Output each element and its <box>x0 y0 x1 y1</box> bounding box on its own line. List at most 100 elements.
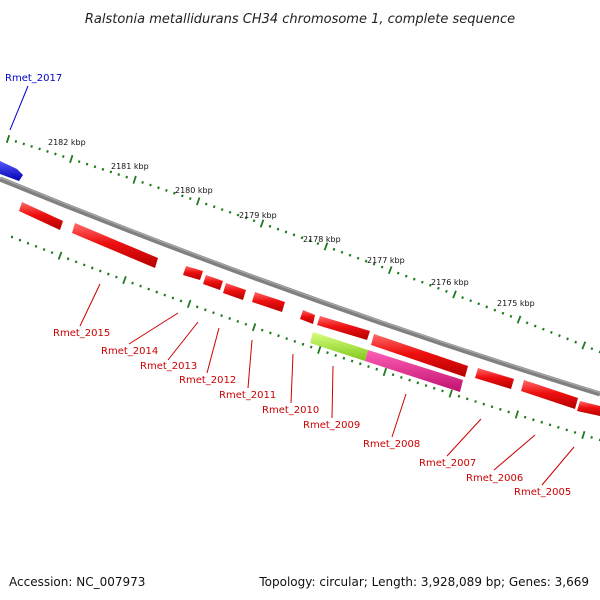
inner-scale-tick-12 <box>106 272 110 276</box>
outer-scale-tick-24 <box>196 197 201 206</box>
outer-scale-ticks <box>5 134 600 354</box>
callout-line-rmet-2010 <box>290 353 294 404</box>
inner-scale-tick-64 <box>532 418 535 422</box>
outer-scale-tick-61 <box>493 308 497 312</box>
inner-scale-tick-52 <box>432 386 436 390</box>
outer-scale-tick-27 <box>220 208 224 211</box>
gene-label-rmet-2005[interactable]: Rmet_2005 <box>514 487 571 498</box>
inner-scale-tick-65 <box>540 420 544 424</box>
inner-scale-tick-30 <box>251 323 257 332</box>
inner-scale-tick-38 <box>317 345 322 354</box>
inner-scale-tick-17 <box>147 287 151 291</box>
gene-label-rmet-2009[interactable]: Rmet_2009 <box>303 420 360 431</box>
gene-rmet-2009-feature[interactable] <box>300 310 315 324</box>
gene-label-rmet-2007[interactable]: Rmet_2007 <box>419 458 476 469</box>
outer-scale-tick-11 <box>93 165 97 169</box>
gene-rmet-2011-feature[interactable] <box>223 283 246 300</box>
gene-label-rmet-2008[interactable]: Rmet_2008 <box>363 439 420 450</box>
inner-scale-tick-67 <box>557 425 560 429</box>
gene-rmet-2014-feature[interactable] <box>72 223 158 268</box>
inner-scale-tick-60 <box>499 407 502 411</box>
outer-scale-tick-41 <box>332 247 336 251</box>
scale-label-2179: 2179 kbp <box>239 211 277 220</box>
callout-line-rmet-2017 <box>9 85 29 131</box>
inner-scale-tick-46 <box>382 367 388 377</box>
scale-label-2182: 2182 kbp <box>48 138 86 147</box>
outer-scale-tick-48 <box>387 266 393 275</box>
scale-label-2178: 2178 kbp <box>303 235 341 244</box>
inner-scale-tick-50 <box>416 381 420 385</box>
inner-scale-tick-54 <box>448 389 453 398</box>
outer-scale-tick-18 <box>149 183 152 187</box>
callout-line-rmet-2012 <box>206 327 220 374</box>
gene-rmet-2010-feature[interactable] <box>252 292 285 312</box>
inner-scale-tick-29 <box>244 322 248 326</box>
inner-scale-tick-37 <box>309 345 313 349</box>
outer-scale-tick-15 <box>125 175 129 179</box>
inner-scale-tick-25 <box>212 311 215 315</box>
outer-scale-tick-34 <box>276 227 280 231</box>
gene-label-rmet-2012[interactable]: Rmet_2012 <box>179 375 236 386</box>
inner-scale-tick-45 <box>375 367 379 371</box>
inner-scale-tick-28 <box>236 319 240 323</box>
gene-rmet-2008-feature[interactable] <box>371 334 468 377</box>
gene-rmet-2007-feature[interactable] <box>475 368 514 389</box>
inner-scale-tick-4 <box>42 248 46 251</box>
gene-highlight-green[interactable] <box>310 332 368 361</box>
inner-scale-tick-70 <box>581 430 586 440</box>
gene-label-rmet-2006[interactable]: Rmet_2006 <box>466 473 523 484</box>
gene-label-rmet-2015[interactable]: Rmet_2015 <box>53 328 110 339</box>
topology-summary-text: Topology: circular; Length: 3,928,089 bp… <box>258 575 589 589</box>
scale-labels: 2182 kbp 2181 kbp 2180 kbp 2179 kbp 2178… <box>48 138 535 308</box>
inner-scale-tick-32 <box>269 331 272 335</box>
gene-rmet-2005-feature[interactable] <box>577 401 600 416</box>
gene-highlight-pink[interactable] <box>365 350 463 392</box>
callout-line-rmet-2014 <box>128 312 179 345</box>
gene-label-rmet-2014[interactable]: Rmet_2014 <box>101 346 158 357</box>
outer-scale-tick-6 <box>54 152 57 156</box>
outer-scale-tick-3 <box>30 145 33 148</box>
scale-label-2177: 2177 kbp <box>367 256 405 265</box>
gene-rmet-2013-feature[interactable] <box>183 266 203 280</box>
outer-scale-tick-14 <box>117 173 121 176</box>
outer-scale-tick-42 <box>340 250 344 254</box>
outer-scale-tick-16 <box>132 175 137 184</box>
inner-scale-tick-6 <box>57 251 63 260</box>
callout-line-rmet-2007 <box>446 418 482 457</box>
outer-scale-tick-49 <box>396 271 400 275</box>
inner-scale-tick-62 <box>514 410 519 419</box>
gene-label-rmet-2010[interactable]: Rmet_2010 <box>262 405 319 416</box>
outer-scale-tick-46 <box>372 262 376 266</box>
outer-scale-tick-65 <box>525 321 529 325</box>
gene-label-rmet-2011[interactable]: Rmet_2011 <box>219 390 276 401</box>
gene-rmet-2017-feature[interactable] <box>0 161 23 181</box>
outer-scale-tick-33 <box>268 224 272 228</box>
inner-scale-tick-26 <box>220 314 223 318</box>
outer-scale-tick-70 <box>566 337 569 341</box>
gene-label-rmet-2013[interactable]: Rmet_2013 <box>140 361 197 372</box>
inner-scale-tick-58 <box>482 402 486 406</box>
callout-line-rmet-2011 <box>247 339 253 389</box>
inner-scale-tick-47 <box>391 373 395 377</box>
inner-scale-tick-14 <box>122 275 127 285</box>
outer-scale-tick-71 <box>574 340 578 344</box>
inner-scale-tick-19 <box>163 293 167 297</box>
gene-rmet-2012-feature[interactable] <box>203 275 223 290</box>
outer-scale-tick-55 <box>445 289 448 293</box>
scale-label-2180: 2180 kbp <box>175 186 213 195</box>
outer-scale-tick-66 <box>533 324 537 328</box>
gene-rmet-2006-feature[interactable] <box>521 380 578 409</box>
gene-feature-a[interactable] <box>317 316 370 340</box>
scale-label-2181: 2181 kbp <box>111 162 149 171</box>
chromosome-backbone-shade <box>0 176 600 394</box>
outer-scale-tick-56 <box>452 290 457 299</box>
inner-scale-tick-27 <box>228 317 232 320</box>
inner-scale-tick-16 <box>139 284 142 288</box>
inner-scale-tick-36 <box>301 342 305 346</box>
outer-scale-tick-31 <box>252 219 256 223</box>
outer-scale-tick-25 <box>204 202 208 206</box>
gene-rmet-2015-feature[interactable] <box>19 202 63 230</box>
gene-label-rmet-2017[interactable]: Rmet_2017 <box>5 73 62 84</box>
outer-scale-tick-0 <box>5 134 11 144</box>
outer-scale-tick-54 <box>437 286 440 290</box>
